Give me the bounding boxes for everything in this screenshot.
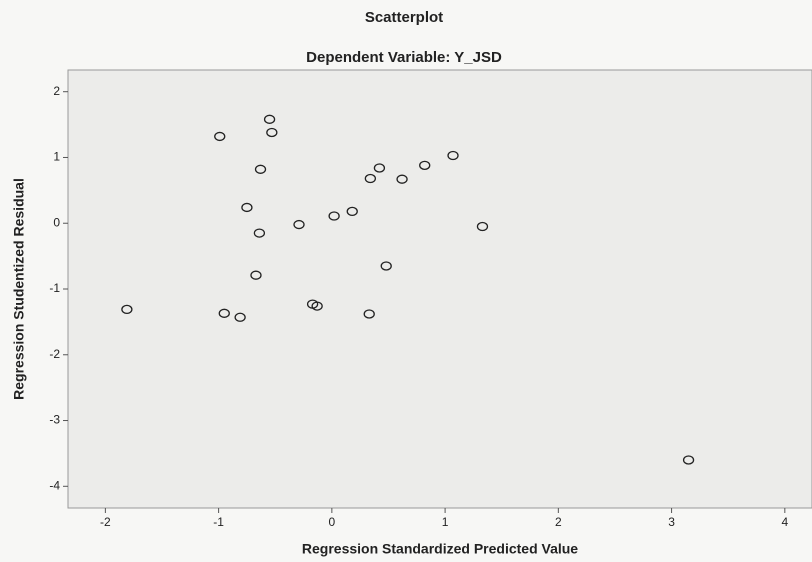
x-axis-label: Regression Standardized Predicted Value [302,541,578,557]
point [328,211,340,221]
point [419,160,431,171]
x-tick-label: 2 [555,515,562,529]
y-tick-label: -4 [49,478,60,492]
point [364,173,377,184]
y-tick-label: -3 [49,413,60,427]
point [447,150,459,161]
point [311,301,323,311]
y-tick-label: 1 [53,150,60,164]
x-tick-label: -2 [100,515,111,529]
x-tick-label: 0 [329,515,336,529]
x-tick-label: 4 [781,515,788,529]
y-axis-label: Regression Studentized Residual [11,178,27,400]
point [396,174,408,184]
y-tick-label: -1 [49,281,60,295]
point [121,304,133,315]
y-tick-label: 2 [53,84,60,98]
point [266,127,278,138]
point [682,455,695,465]
point [380,261,392,271]
plot-area [67,69,812,509]
y-tick-label: -2 [49,347,60,361]
point [293,219,305,230]
point [263,114,276,124]
chart-title: Scatterplot [365,9,443,26]
point [234,312,246,322]
x-tick-label: -1 [213,515,224,529]
y-tick-label: 0 [53,215,60,229]
point [253,228,266,238]
point [250,270,262,280]
point [241,202,253,213]
point [346,206,358,217]
point [373,163,386,173]
point [476,221,489,232]
point [363,309,375,319]
x-tick-label: 3 [668,515,675,529]
point [218,308,230,318]
chart-subtitle: Dependent Variable: Y_JSD [306,49,502,66]
point [214,131,226,142]
x-tick-label: 1 [442,515,449,529]
point [254,164,267,174]
